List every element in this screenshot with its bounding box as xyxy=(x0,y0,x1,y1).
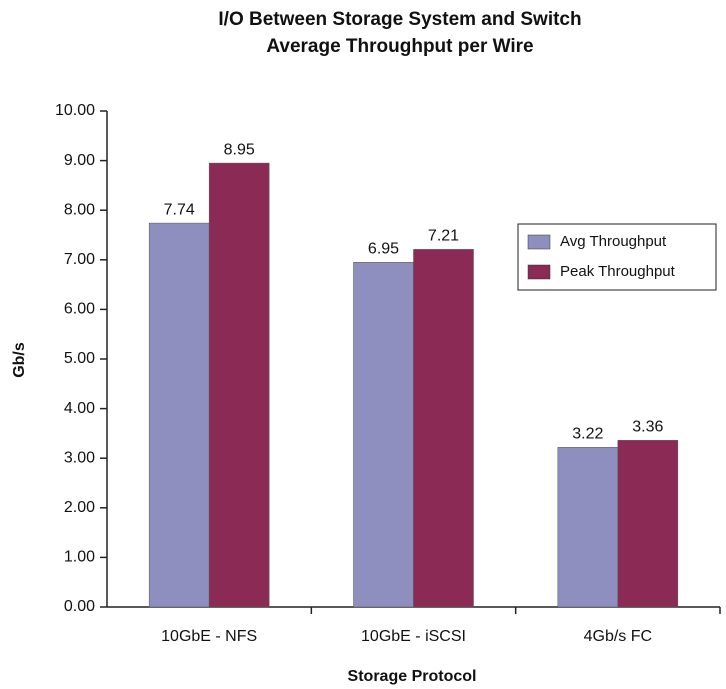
y-tick-label: 10.00 xyxy=(55,102,95,119)
value-label: 3.22 xyxy=(572,426,603,443)
y-tick-label: 4.00 xyxy=(64,400,95,417)
legend-swatch xyxy=(527,234,551,250)
value-label: 6.95 xyxy=(368,240,399,257)
y-tick-label: 7.00 xyxy=(64,251,95,268)
y-tick-label: 2.00 xyxy=(64,499,95,516)
x-tick-label: 10GbE - iSCSI xyxy=(361,628,466,645)
bar xyxy=(353,262,414,608)
bar xyxy=(557,447,619,608)
value-label: 7.21 xyxy=(428,228,459,245)
legend-box xyxy=(517,223,717,291)
y-axis-label: Gb/s xyxy=(11,342,28,378)
legend-swatch xyxy=(527,264,551,280)
x-tick-label: 4Gb/s FC xyxy=(584,628,652,645)
y-tick-label: 9.00 xyxy=(64,152,95,169)
legend-label: Peak Throughput xyxy=(560,263,676,280)
value-label: 8.95 xyxy=(224,141,255,158)
chart-title: I/O Between Storage System and Switch xyxy=(218,9,581,30)
x-axis-label: Storage Protocol xyxy=(348,668,477,685)
value-label: 7.74 xyxy=(164,201,195,218)
bar xyxy=(617,440,679,608)
value-label: 3.36 xyxy=(632,419,663,436)
y-tick-label: 3.00 xyxy=(64,449,95,466)
chart-subtitle: Average Throughput per Wire xyxy=(266,36,533,57)
y-tick-label: 1.00 xyxy=(64,549,95,566)
y-tick-label: 6.00 xyxy=(64,301,95,318)
bar xyxy=(413,249,474,608)
x-tick-label: 10GbE - NFS xyxy=(161,628,257,645)
y-tick-label: 5.00 xyxy=(64,350,95,367)
y-tick-label: 8.00 xyxy=(64,201,95,218)
y-tick-label: 0.00 xyxy=(64,598,95,615)
legend-label: Avg Throughput xyxy=(560,233,667,250)
bar xyxy=(148,222,210,608)
bar xyxy=(208,162,270,608)
